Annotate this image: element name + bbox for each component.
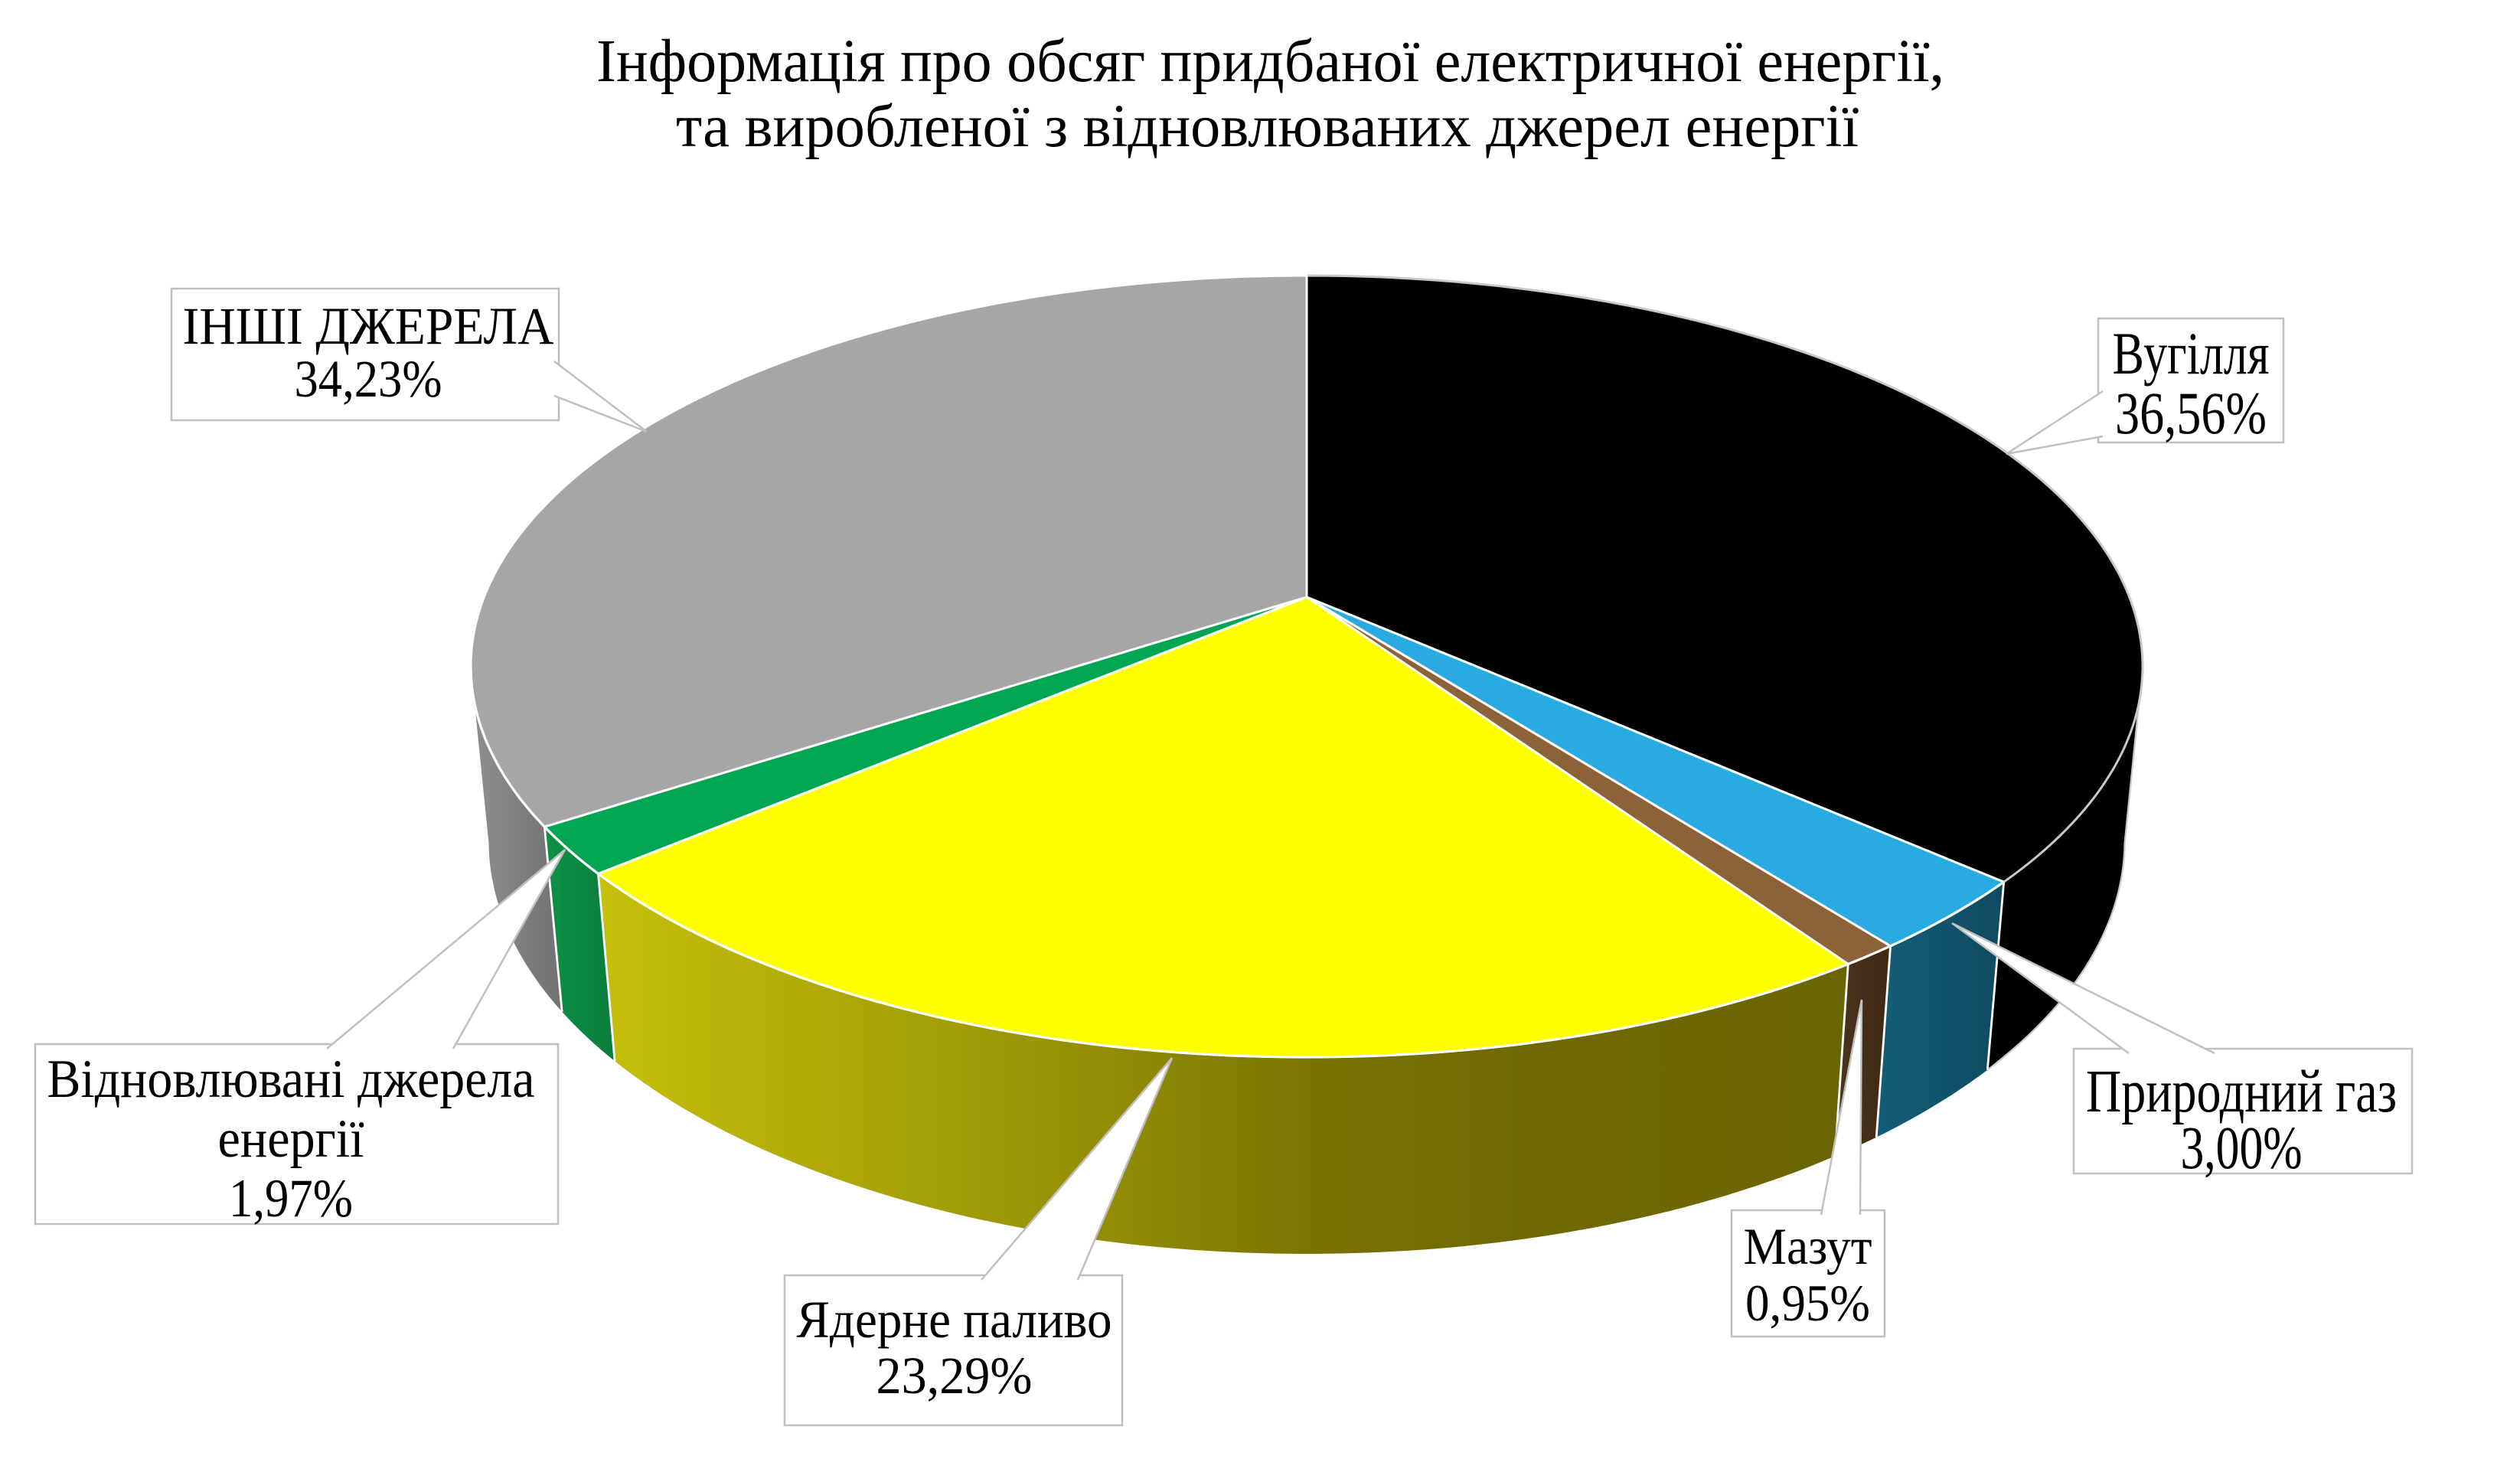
- svg-text:1,97%: 1,97%: [229, 1169, 353, 1229]
- svg-text:Ядерне паливо: Ядерне паливо: [797, 1291, 1112, 1349]
- svg-text:34,23%: 34,23%: [295, 350, 442, 408]
- svg-text:Мазут: Мазут: [1744, 1217, 1872, 1275]
- svg-text:23,29%: 23,29%: [876, 1346, 1033, 1405]
- svg-text:Відновлювані джерела: Відновлювані джерела: [47, 1049, 535, 1109]
- svg-text:0,95%: 0,95%: [1745, 1274, 1870, 1332]
- svg-text:енергії: енергії: [218, 1109, 364, 1169]
- svg-text:ІНШІ ДЖЕРЕЛА: ІНШІ ДЖЕРЕЛА: [183, 297, 554, 355]
- svg-text:Інформація про обсяг придбаної: Інформація про обсяг придбаної електричн…: [596, 28, 1944, 95]
- svg-text:3,00%: 3,00%: [2181, 1115, 2303, 1182]
- svg-text:Природний газ: Природний газ: [2086, 1059, 2397, 1125]
- svg-text:Вугілля: Вугілля: [2113, 320, 2270, 387]
- svg-text:36,56%: 36,56%: [2115, 380, 2267, 446]
- svg-text:та виробленої з відновлюваних: та виробленої з відновлюваних джерел ене…: [676, 93, 1859, 160]
